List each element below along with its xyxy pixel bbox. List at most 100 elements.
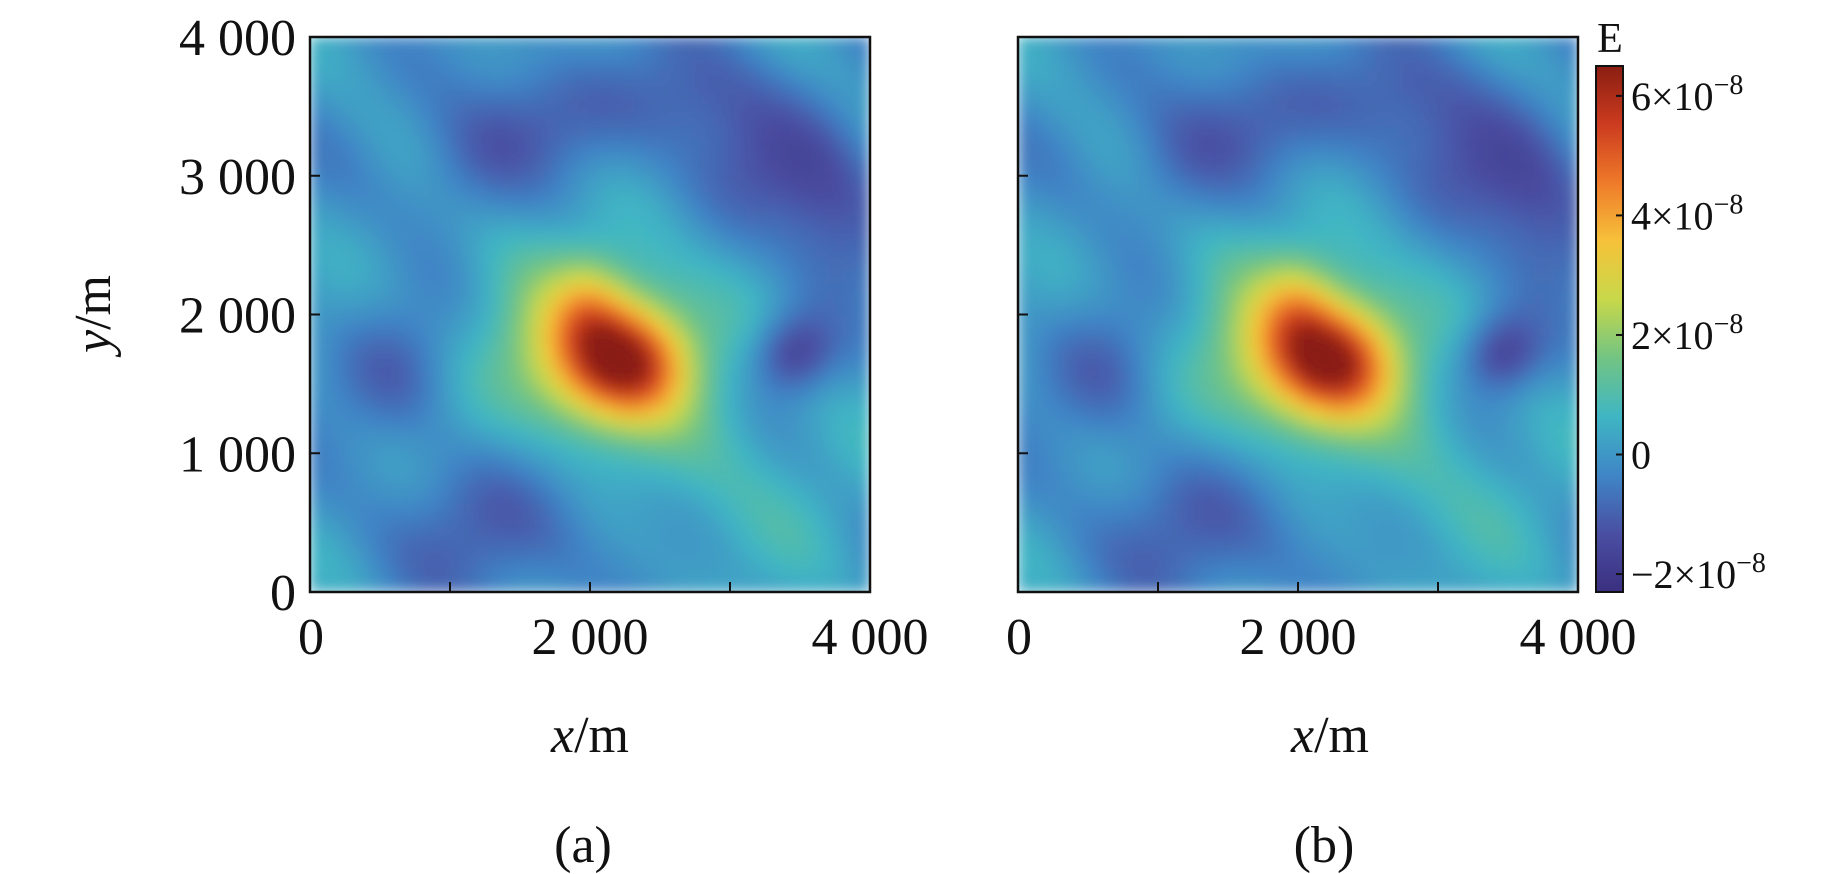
heatmap-cell-a <box>858 502 870 515</box>
heatmap-cell-a <box>365 336 378 349</box>
heatmap-cell-b <box>1263 447 1277 460</box>
heatmap-cell-b <box>1107 558 1120 571</box>
heatmap-cell-b <box>1331 547 1344 560</box>
heatmap-cell-a <box>410 402 423 415</box>
heatmap-cell-b <box>1566 58 1578 71</box>
heatmap-cell-b <box>1241 413 1254 427</box>
heatmap-cell-a <box>835 114 849 127</box>
heatmap-cell-a <box>376 247 389 260</box>
heatmap-cell-b <box>1018 291 1030 304</box>
heatmap-cell-a <box>320 280 333 293</box>
heatmap-cell-b <box>1062 580 1075 592</box>
heatmap-cell-b <box>1286 580 1299 592</box>
heatmap-cell-a <box>343 380 356 393</box>
heatmap-cell-a <box>376 280 389 293</box>
heatmap-cell-b <box>1454 258 1467 271</box>
heatmap-cell-a <box>533 480 546 493</box>
heatmap-cell-b <box>1219 236 1232 249</box>
heatmap-cell-b <box>1387 558 1400 571</box>
heatmap-cell-b <box>1409 436 1422 449</box>
heatmap-cell-a <box>399 114 412 127</box>
heatmap-cell-b <box>1073 369 1086 382</box>
heatmap-cell-b <box>1331 103 1344 116</box>
heatmap-cell-a <box>634 491 647 504</box>
heatmap-cell-a <box>656 391 669 404</box>
heatmap-cell-b <box>1555 91 1568 105</box>
heatmap-cell-a <box>746 80 759 94</box>
heatmap-cell-a <box>455 158 468 171</box>
heatmap-cell-b <box>1387 136 1400 149</box>
heatmap-cell-a <box>634 413 647 427</box>
heatmap-cell-a <box>735 391 748 404</box>
heatmap-cell-b <box>1331 502 1344 515</box>
heatmap-cell-a <box>779 369 793 382</box>
heatmap-cell-a <box>567 580 580 592</box>
heatmap-cell-b <box>1465 136 1478 149</box>
heatmap-cell-b <box>1018 402 1030 415</box>
heatmap-cell-b <box>1252 458 1265 471</box>
heatmap-cell-b <box>1241 580 1254 592</box>
heatmap-cell-b <box>1140 125 1153 138</box>
heatmap-cell-b <box>1375 136 1389 149</box>
heatmap-cell-a <box>824 447 837 460</box>
heatmap-cell-a <box>567 480 580 493</box>
heatmap-cell-a <box>757 302 770 316</box>
heatmap-cell-b <box>1353 336 1366 349</box>
heatmap-cell-a <box>578 469 591 482</box>
heatmap-cell-b <box>1163 191 1176 205</box>
heatmap-cell-b <box>1375 91 1389 105</box>
heatmap-cell-b <box>1443 513 1456 526</box>
heatmap-cell-b <box>1286 258 1299 271</box>
heatmap-cell-a <box>791 291 804 304</box>
heatmap-cell-a <box>421 269 434 282</box>
heatmap-cell-b <box>1107 80 1120 94</box>
heatmap-cell-a <box>623 369 636 382</box>
heatmap-cell-a <box>488 491 501 504</box>
heatmap-cell-a <box>779 69 793 82</box>
heatmap-cell-b <box>1308 413 1321 427</box>
heatmap-cell-a <box>455 569 468 582</box>
heatmap-cell-a <box>555 225 569 238</box>
heatmap-cell-a <box>399 214 412 227</box>
heatmap-cell-a <box>667 202 681 216</box>
heatmap-cell-b <box>1398 436 1411 449</box>
ylabel-a-var: y <box>65 329 122 358</box>
heatmap-cell-a <box>667 402 681 415</box>
heatmap-cell-a <box>690 502 703 515</box>
heatmap-cell-b <box>1230 391 1243 404</box>
heatmap-cell-a <box>432 391 445 404</box>
heatmap-cell-a <box>802 325 815 338</box>
heatmap-cell-a <box>690 547 703 560</box>
heatmap-cell-b <box>1062 214 1075 227</box>
heatmap-cell-b <box>1555 558 1568 571</box>
heatmap-cell-a <box>578 491 591 504</box>
heatmap-cell-b <box>1263 402 1277 415</box>
heatmap-cell-a <box>847 247 860 260</box>
heatmap-cell-a <box>578 380 591 393</box>
heatmap-cell-b <box>1196 258 1209 271</box>
heatmap-cell-a <box>466 569 479 582</box>
heatmap-cell-a <box>488 325 501 338</box>
heatmap-cell-a <box>455 191 468 205</box>
heatmap-cell-b <box>1443 114 1456 127</box>
heatmap-cell-a <box>634 336 647 349</box>
heatmap-cell-b <box>1487 502 1501 515</box>
heatmap-cell-b <box>1107 114 1120 127</box>
heatmap-cell-a <box>667 369 681 382</box>
heatmap-cell-a <box>578 125 591 138</box>
heatmap-cell-a <box>600 169 613 182</box>
heatmap-cell-a <box>555 458 569 471</box>
heatmap-cell-b <box>1039 147 1053 160</box>
heatmap-cell-b <box>1275 191 1288 205</box>
heatmap-cell-a <box>387 214 401 227</box>
heatmap-cell-a <box>522 558 535 571</box>
heatmap-cell-a <box>499 547 513 560</box>
heatmap-cell-b <box>1118 225 1131 238</box>
heatmap-cell-a <box>746 47 759 60</box>
heatmap-cell-a <box>354 58 367 71</box>
heatmap-cell-b <box>1129 47 1142 60</box>
heatmap-cell-a <box>555 291 569 304</box>
heatmap-cell-a <box>858 258 870 271</box>
heatmap-cell-b <box>1476 391 1489 404</box>
heatmap-cell-a <box>690 47 703 60</box>
